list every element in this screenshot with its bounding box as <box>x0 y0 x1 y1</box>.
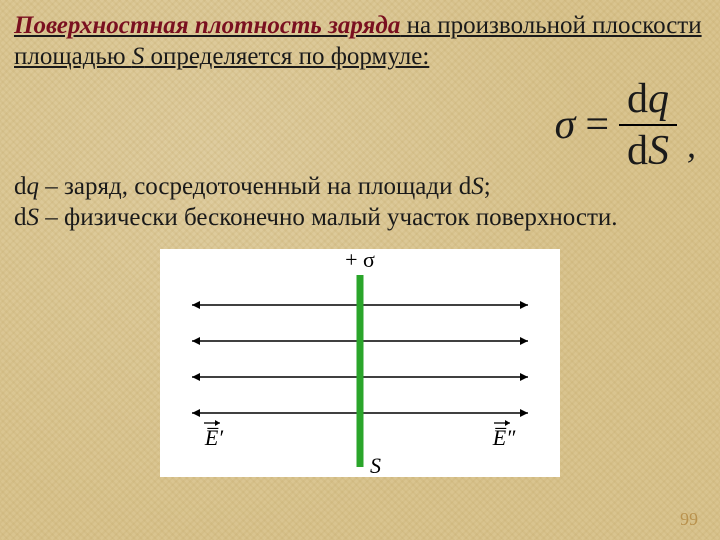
intro-rest2: определяется по формуле: <box>144 43 429 70</box>
svg-text:+ σ: + σ <box>345 249 375 272</box>
term: Поверхностная плотность заряда <box>14 12 400 39</box>
formula-sigma: σ <box>555 101 576 149</box>
svg-text:E̅′: E̅′ <box>204 425 224 450</box>
intro-text: Поверхностная плотность заряда на произв… <box>14 10 706 73</box>
l1d: S <box>471 173 484 200</box>
field-diagram: + σ E̅′ E̅″ S <box>160 249 560 477</box>
l1b: q <box>27 173 40 200</box>
slide: Поверхностная плотность заряда на произв… <box>0 0 720 540</box>
l2b: S <box>27 204 40 231</box>
formula-eq: = <box>585 101 609 149</box>
svg-text:S: S <box>370 453 381 477</box>
l2c: – физически бесконечно малый участок пов… <box>39 204 618 231</box>
num-q: q <box>648 76 669 122</box>
l2a: d <box>14 204 27 231</box>
page-number: 99 <box>680 509 698 530</box>
l1e: ; <box>484 173 491 200</box>
formula-comma: , <box>687 124 696 166</box>
diagram-container: + σ E̅′ E̅″ S <box>14 249 706 477</box>
def-line-2: dS – физически бесконечно малый участок … <box>14 202 706 233</box>
den-S: S <box>648 128 669 174</box>
l1a: d <box>14 173 27 200</box>
formula-block: σ = dq dS , <box>14 81 696 169</box>
formula: σ = dq dS , <box>555 78 696 172</box>
intro-S: S <box>132 43 145 70</box>
definitions: dq – заряд, сосредоточенный на площади d… <box>14 171 706 234</box>
svg-text:E̅″: E̅″ <box>492 425 516 450</box>
num-d: d <box>627 76 648 122</box>
def-line-1: dq – заряд, сосредоточенный на площади d… <box>14 171 706 202</box>
formula-fraction: dq dS <box>619 78 677 172</box>
den-d: d <box>627 128 648 174</box>
l1c: – заряд, сосредоточенный на площади d <box>39 173 471 200</box>
